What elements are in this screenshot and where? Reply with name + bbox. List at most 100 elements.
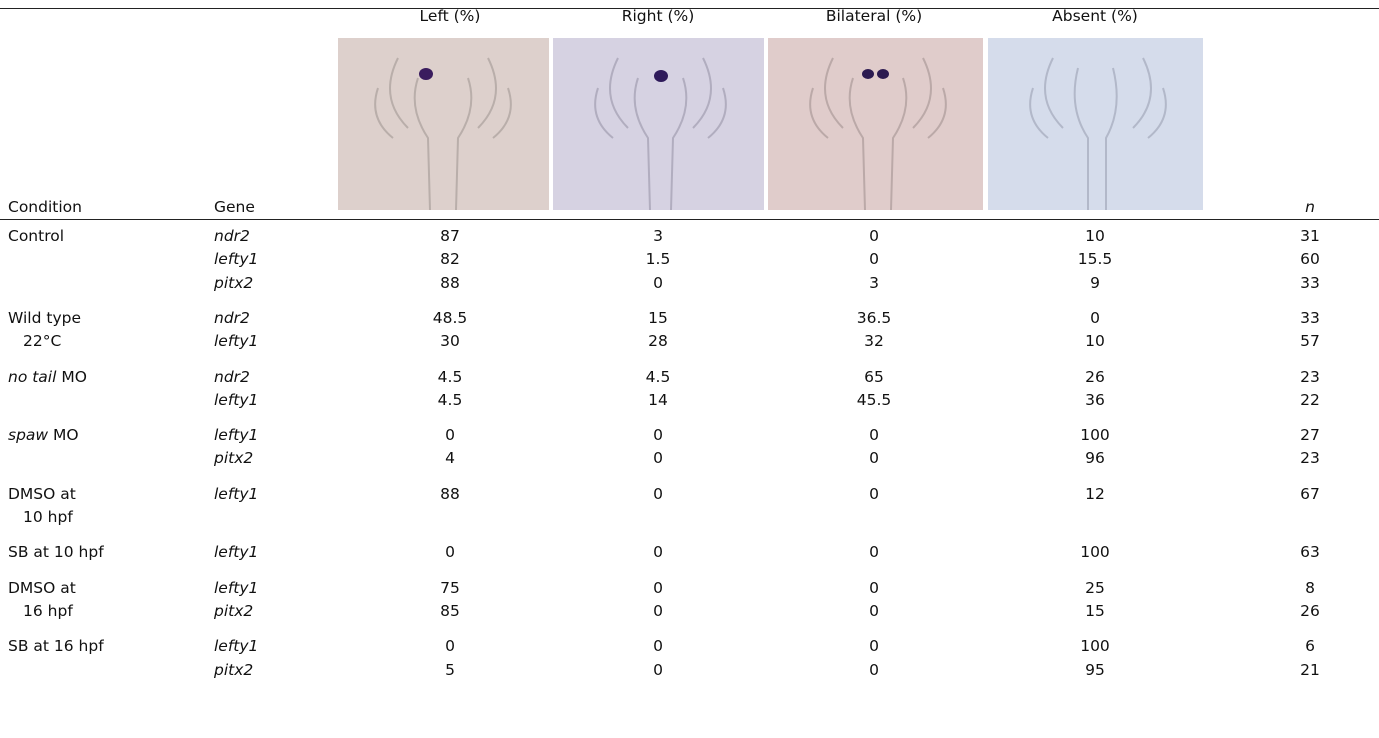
- condition-text: Wild type: [8, 309, 81, 327]
- condition: DMSO at: [8, 485, 76, 503]
- condition: 22°C: [23, 332, 61, 350]
- cell: 0: [869, 661, 879, 679]
- gene: lefty1: [214, 579, 258, 597]
- n-cell: 33: [1300, 274, 1320, 292]
- cell: 0: [445, 543, 455, 561]
- n-cell: 63: [1300, 543, 1320, 561]
- condition-text: 22°C: [23, 332, 61, 350]
- cell: 15: [1085, 602, 1105, 620]
- n-cell: 23: [1300, 368, 1320, 386]
- cell: 15: [648, 309, 668, 327]
- embryo-image: [988, 38, 1203, 210]
- condition-text: 10 hpf: [23, 508, 73, 526]
- cell: 0: [653, 637, 663, 655]
- cell: 10: [1085, 227, 1105, 245]
- cell: 0: [869, 426, 879, 444]
- condition: 10 hpf: [23, 508, 73, 526]
- cell: 4.5: [438, 368, 463, 386]
- condition: Control: [8, 227, 64, 245]
- cell: 48.5: [433, 309, 468, 327]
- condition-text: DMSO at: [8, 485, 76, 503]
- cell: 0: [1090, 309, 1100, 327]
- condition-header: Condition: [8, 198, 82, 216]
- cell: 4.5: [646, 368, 671, 386]
- gene: lefty1: [214, 543, 258, 561]
- cell: 26: [1085, 368, 1105, 386]
- cell: 0: [653, 661, 663, 679]
- condition: no tail MO: [8, 368, 87, 386]
- cell: 0: [653, 274, 663, 292]
- n-cell: 23: [1300, 449, 1320, 467]
- cell: 0: [445, 637, 455, 655]
- condition-text: Control: [8, 227, 64, 245]
- n-cell: 27: [1300, 426, 1320, 444]
- gene: lefty1: [214, 485, 258, 503]
- condition: DMSO at: [8, 579, 76, 597]
- cell: 5: [445, 661, 455, 679]
- cell: 87: [440, 227, 460, 245]
- cell: 10: [1085, 332, 1105, 350]
- n-cell: 21: [1300, 661, 1320, 679]
- gene: ndr2: [214, 309, 250, 327]
- cell: 0: [869, 637, 879, 655]
- condition-text: SB at 10 hpf: [8, 543, 104, 561]
- cell: 14: [648, 391, 668, 409]
- cell: 0: [653, 449, 663, 467]
- gene: ndr2: [214, 368, 250, 386]
- n-cell: 26: [1300, 602, 1320, 620]
- cell: 88: [440, 274, 460, 292]
- cell: 28: [648, 332, 668, 350]
- cell: 0: [653, 426, 663, 444]
- gene: lefty1: [214, 250, 258, 268]
- cell: 0: [869, 485, 879, 503]
- cell: 96: [1085, 449, 1105, 467]
- condition: spaw MO: [8, 426, 79, 444]
- cell: 0: [869, 602, 879, 620]
- cell: 0: [869, 250, 879, 268]
- cell: 65: [864, 368, 884, 386]
- embryo-image: [338, 38, 549, 210]
- cell: 88: [440, 485, 460, 503]
- cell: 3: [869, 274, 879, 292]
- gene: lefty1: [214, 391, 258, 409]
- cell: 100: [1080, 543, 1110, 561]
- gene-header: Gene: [214, 198, 255, 216]
- embryo-image: [553, 38, 764, 210]
- gene: pitx2: [214, 449, 253, 467]
- cell: 100: [1080, 637, 1110, 655]
- n-cell: 22: [1300, 391, 1320, 409]
- n-cell: 33: [1300, 309, 1320, 327]
- gene: lefty1: [214, 637, 258, 655]
- column-header: Left (%): [420, 7, 481, 25]
- cell: 0: [653, 543, 663, 561]
- cell: 15.5: [1078, 250, 1113, 268]
- condition: SB at 16 hpf: [8, 637, 104, 655]
- cell: 9: [1090, 274, 1100, 292]
- condition-text: MO: [56, 368, 87, 386]
- n-cell: 6: [1305, 637, 1315, 655]
- cell: 12: [1085, 485, 1105, 503]
- cell: 75: [440, 579, 460, 597]
- n-header: n: [1305, 198, 1315, 216]
- cell: 0: [869, 227, 879, 245]
- gene: pitx2: [214, 661, 253, 679]
- gene: ndr2: [214, 227, 250, 245]
- condition: 16 hpf: [23, 602, 73, 620]
- header-rule: [0, 219, 1379, 220]
- n-cell: 8: [1305, 579, 1315, 597]
- cell: 0: [869, 579, 879, 597]
- cell: 82: [440, 250, 460, 268]
- cell: 3: [653, 227, 663, 245]
- condition: Wild type: [8, 309, 81, 327]
- cell: 36.5: [857, 309, 892, 327]
- gene: lefty1: [214, 426, 258, 444]
- cell: 0: [869, 449, 879, 467]
- n-cell: 67: [1300, 485, 1320, 503]
- n-cell: 31: [1300, 227, 1320, 245]
- column-header: Bilateral (%): [826, 7, 922, 25]
- column-header: Right (%): [622, 7, 695, 25]
- gene: lefty1: [214, 332, 258, 350]
- gene: pitx2: [214, 274, 253, 292]
- cell: 85: [440, 602, 460, 620]
- condition-text: spaw: [8, 426, 48, 444]
